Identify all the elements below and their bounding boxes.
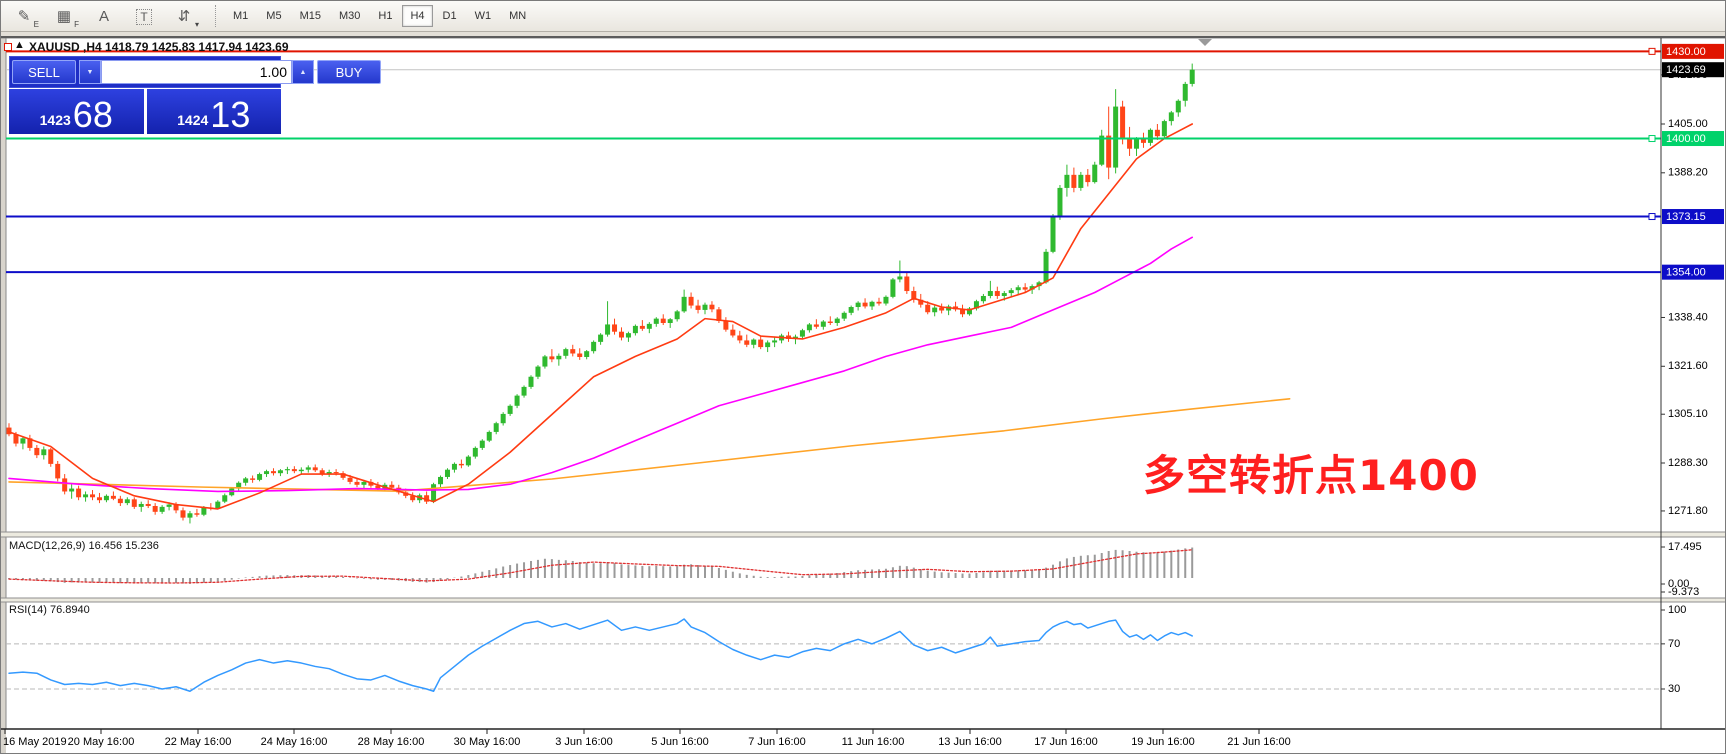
panel-splitter[interactable] xyxy=(1,532,1726,537)
svg-text:100: 100 xyxy=(1668,604,1686,616)
buy-price-big: 13 xyxy=(210,94,251,136)
timeframe-m30-button[interactable]: M30 xyxy=(331,5,368,27)
ma-line-magenta xyxy=(8,236,1193,493)
timeframe-m5-button[interactable]: M5 xyxy=(258,5,289,27)
svg-text:1321.60: 1321.60 xyxy=(1668,360,1708,372)
svg-text:16 May 2019: 16 May 2019 xyxy=(3,736,67,748)
buy-price-small: 1424 xyxy=(177,112,209,128)
price-badge xyxy=(1662,62,1724,78)
svg-text:7 Jun 16:00: 7 Jun 16:00 xyxy=(748,736,806,748)
buy-quote[interactable]: 1424 13 xyxy=(146,89,281,136)
timeframe-w1-button[interactable]: W1 xyxy=(467,5,500,27)
window-top-border xyxy=(1,31,1725,38)
candles-group xyxy=(6,63,1195,524)
timeframe-buttons-group: M1 M5 M15 M30 H1 H4 D1 W1 MN xyxy=(225,5,534,27)
svg-text:24 May 16:00: 24 May 16:00 xyxy=(261,736,328,748)
volume-decrease-button[interactable]: ▼ xyxy=(79,60,101,84)
svg-text:1423.69: 1423.69 xyxy=(1666,64,1706,76)
price-badge xyxy=(1662,43,1724,59)
macd-histogram xyxy=(8,547,1194,584)
svg-text:70: 70 xyxy=(1668,638,1680,650)
buy-button[interactable]: BUY xyxy=(317,60,381,84)
svg-text:17.495: 17.495 xyxy=(1668,541,1702,553)
timeframe-h1-button[interactable]: H1 xyxy=(370,5,400,27)
timeframe-mn-button[interactable]: MN xyxy=(501,5,534,27)
chart-title: XAUUSD ,H4 1418.79 1425.83 1417.94 1423.… xyxy=(29,40,289,54)
one-click-panel-toggle[interactable]: ▲ xyxy=(14,39,25,51)
drawing-tools-group: ✎ E ▦ F A T ⇵ ▾ xyxy=(1,7,207,30)
svg-text:22 May 16:00: 22 May 16:00 xyxy=(165,736,232,748)
svg-text:1305.10: 1305.10 xyxy=(1668,408,1708,420)
trade-quotes-row: 1423 68 1424 13 xyxy=(9,89,281,134)
chart-annotation-text: 多空转折点1400 xyxy=(1143,451,1479,500)
svg-text:19 Jun 16:00: 19 Jun 16:00 xyxy=(1131,736,1195,748)
svg-text:13 Jun 16:00: 13 Jun 16:00 xyxy=(938,736,1002,748)
svg-text:11 Jun 16:00: 11 Jun 16:00 xyxy=(842,736,905,748)
sell-quote[interactable]: 1423 68 xyxy=(9,89,144,134)
line-handle[interactable] xyxy=(1648,47,1656,55)
svg-text:1388.20: 1388.20 xyxy=(1668,167,1708,179)
panel-splitter[interactable] xyxy=(1,598,1726,602)
toolbar: ✎ E ▦ F A T ⇵ ▾ M1 M5 M15 M30 H1 H4 D1 W1 MN xyxy=(1,1,1725,32)
toolbar-separator xyxy=(215,5,217,27)
sell-button[interactable]: SELL xyxy=(12,60,76,84)
price-badge xyxy=(1662,264,1724,280)
volume-input[interactable] xyxy=(101,60,292,84)
svg-text:1271.80: 1271.80 xyxy=(1668,505,1708,517)
svg-text:1288.30: 1288.30 xyxy=(1668,457,1708,469)
ma-line-red xyxy=(8,123,1193,510)
svg-text:17 Jun 16:00: 17 Jun 16:00 xyxy=(1034,736,1098,748)
sell-price-small: 1423 xyxy=(39,112,71,128)
svg-text:1430.00: 1430.00 xyxy=(1666,46,1706,58)
trade-controls-row: SELL ▼ ▲ BUY xyxy=(9,56,381,88)
line-handle[interactable] xyxy=(1648,135,1656,143)
dotted-grid-icon[interactable]: ▦ F xyxy=(56,8,79,29)
svg-text:21 Jun 16:00: 21 Jun 16:00 xyxy=(1227,736,1291,748)
rsi-line xyxy=(8,618,1193,693)
sell-price-big: 68 xyxy=(72,94,113,136)
svg-text:30: 30 xyxy=(1668,683,1680,695)
macd-signal-line xyxy=(8,549,1193,584)
svg-text:20 May 16:00: 20 May 16:00 xyxy=(68,736,135,748)
svg-text:5 Jun 16:00: 5 Jun 16:00 xyxy=(651,736,709,748)
price-badge xyxy=(1662,131,1724,147)
timeframe-m1-button[interactable]: M1 xyxy=(225,5,256,27)
arrow-object-marker xyxy=(1198,39,1212,46)
one-click-trading-panel: SELL ▼ ▲ BUY 1423 68 1424 13 xyxy=(9,56,381,134)
timeframe-m15-button[interactable]: M15 xyxy=(292,5,329,27)
svg-text:1354.00: 1354.00 xyxy=(1666,267,1706,279)
svg-text:28 May 16:00: 28 May 16:00 xyxy=(358,736,425,748)
svg-text:-9.373: -9.373 xyxy=(1668,586,1699,598)
arrows-objects-icon[interactable]: ⇵ ▾ xyxy=(177,8,199,29)
svg-text:1400.00: 1400.00 xyxy=(1666,133,1706,145)
line-handle[interactable] xyxy=(1648,213,1656,221)
svg-text:1405.00: 1405.00 xyxy=(1668,118,1708,130)
svg-text:1338.40: 1338.40 xyxy=(1668,311,1708,323)
crosshatch-pencil-icon[interactable]: ✎ E xyxy=(17,8,39,29)
text-box-icon[interactable]: T xyxy=(131,8,157,25)
text-label-icon[interactable]: A xyxy=(98,7,109,25)
svg-text:3 Jun 16:00: 3 Jun 16:00 xyxy=(555,736,613,748)
price-badge xyxy=(1662,209,1724,225)
rsi-label: RSI(14) 76.8940 xyxy=(9,604,90,616)
caret-down-icon: ▼ xyxy=(86,68,94,76)
svg-text:0.00: 0.00 xyxy=(1668,578,1689,590)
svg-text:1373.15: 1373.15 xyxy=(1666,211,1706,223)
left-gutter xyxy=(1,38,6,753)
object-anchor-marker xyxy=(4,43,12,51)
volume-increase-button[interactable]: ▲ xyxy=(292,60,314,84)
timeframe-h4-button[interactable]: H4 xyxy=(402,5,433,27)
trend-line-orange xyxy=(8,398,1291,492)
caret-up-icon: ▲ xyxy=(299,68,307,76)
svg-text:30 May 16:00: 30 May 16:00 xyxy=(454,736,521,748)
macd-label: MACD(12,26,9) 16.456 15.236 xyxy=(9,540,159,552)
timeframe-d1-button[interactable]: D1 xyxy=(435,5,465,27)
volume-stepper: ▼ ▲ xyxy=(79,60,314,84)
